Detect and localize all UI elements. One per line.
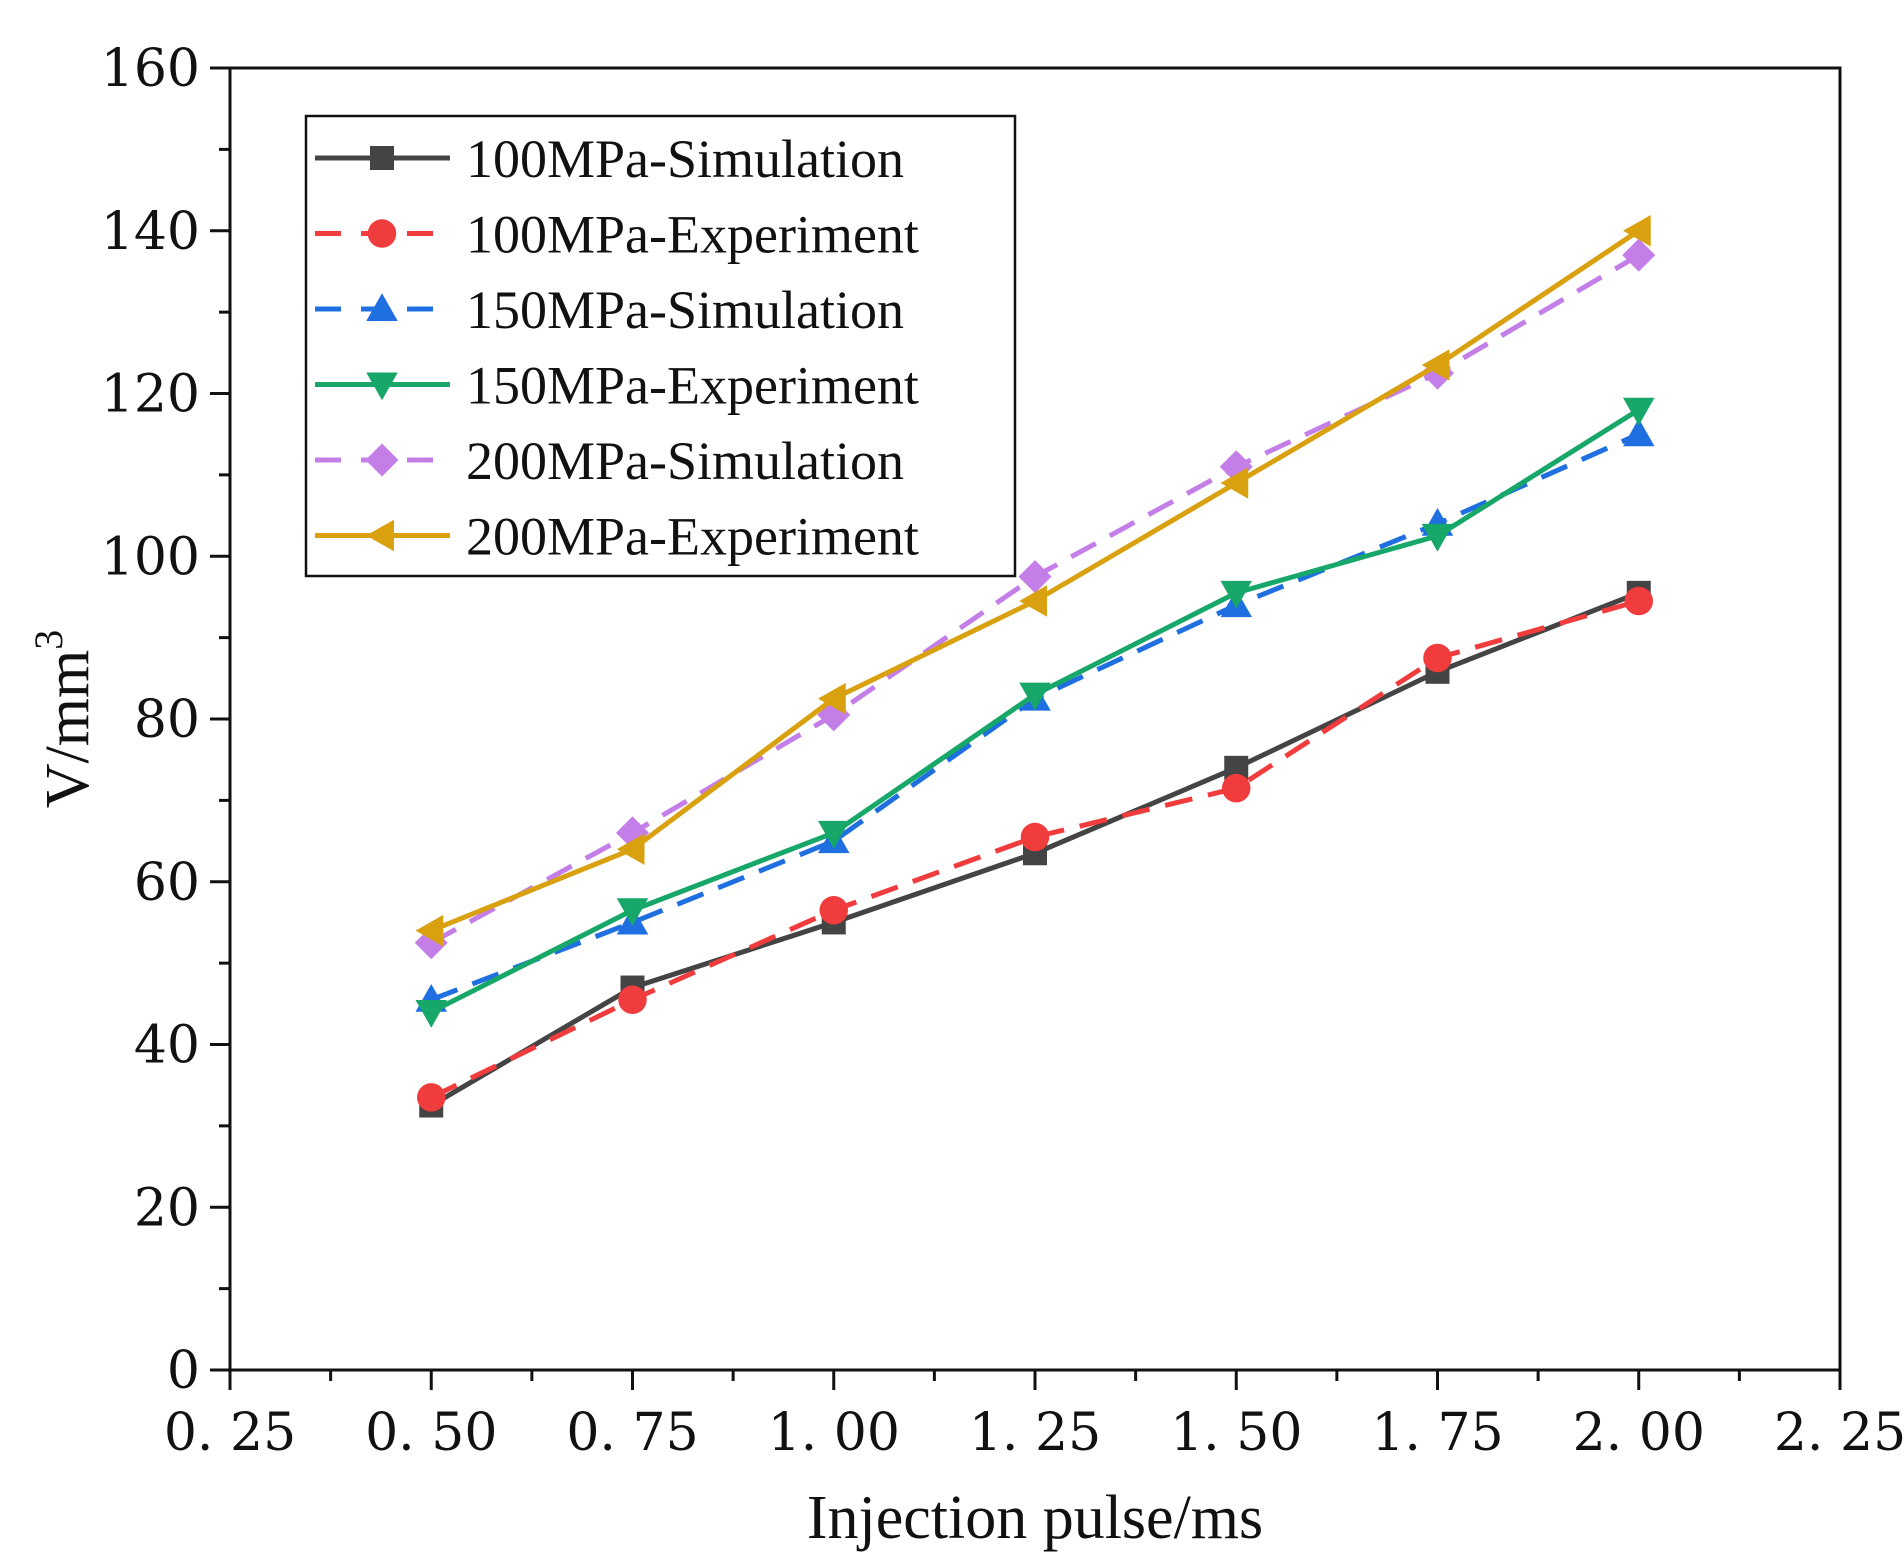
series-150MPa-Experiment (415, 397, 1655, 1028)
legend-marker (366, 519, 394, 552)
x-tick-label: 0. 25 (164, 1403, 296, 1463)
legend-box (304, 114, 1017, 578)
y-tick-label: 0 (167, 1341, 200, 1401)
data-point (1421, 349, 1450, 381)
series-200MPa-Experiment (415, 215, 1651, 947)
data-point (618, 985, 647, 1014)
data-point (417, 1083, 446, 1112)
legend-marker (366, 293, 398, 321)
x-axis-ticks: 0. 25 0. 50 0. 75 1. 00 1. 25 1. 50 1. 75 2. 00… (164, 1370, 1904, 1463)
data-point (1020, 822, 1050, 852)
data-point (1019, 682, 1051, 711)
y-axis-title-superscript: 3 (26, 630, 71, 650)
data-point (1018, 560, 1052, 594)
data-point (1623, 397, 1655, 426)
data-point (1624, 586, 1653, 616)
x-tick-label: 1. 25 (969, 1403, 1101, 1463)
x-tick-label: 0. 50 (365, 1403, 497, 1463)
y-axis-title-main: V/mm (34, 650, 102, 808)
data-point (415, 999, 447, 1028)
data-point (1623, 215, 1651, 247)
x-tick-label: 2. 00 (1573, 1403, 1705, 1463)
y-tick-label: 100 (101, 527, 200, 587)
data-point (1421, 523, 1454, 552)
data-point (1623, 418, 1655, 447)
data-point (616, 833, 645, 865)
legend-marker (365, 443, 399, 477)
x-tick-label: 0. 75 (566, 1403, 698, 1463)
data-point (1220, 467, 1249, 499)
y-tick-label: 140 (101, 202, 200, 262)
data-point (1423, 643, 1452, 673)
y-tick-label: 120 (101, 365, 200, 425)
x-tick-label: 1. 00 (768, 1403, 900, 1463)
legend-label: 150MPa-Experiment (466, 356, 919, 416)
legend-marker (366, 372, 398, 401)
data-point (1222, 773, 1251, 803)
legend-label: 100MPa-Experiment (466, 205, 919, 265)
data-point (616, 898, 649, 926)
legend-label: 200MPa-Experiment (466, 507, 919, 567)
x-tick-label: 1. 75 (1371, 1403, 1503, 1463)
legend-marker (370, 146, 394, 170)
legend-marker (367, 219, 397, 248)
data-point (818, 820, 850, 849)
data-point (818, 682, 846, 715)
x-tick-label: 1. 50 (1170, 1403, 1302, 1463)
series-100MPa-Experiment (417, 586, 1653, 1112)
data-point (415, 914, 444, 947)
x-tick-label: 2. 25 (1774, 1403, 1904, 1463)
legend: 100MPa-Simulation 100MPa-Experiment 150MPa… (304, 114, 1017, 578)
legend-label: 100MPa-Simulation (466, 129, 904, 189)
legend-label: 150MPa-Simulation (466, 280, 904, 340)
y-tick-label: 160 (101, 39, 200, 99)
legend-label: 200MPa-Simulation (466, 431, 904, 491)
data-point (819, 895, 848, 925)
y-axis-title: V/mm3 (26, 630, 102, 808)
series-layer (414, 215, 1656, 1118)
y-tick-label: 80 (134, 690, 200, 750)
y-axis-ticks: 0 20 40 60 80 100 120 140 160 (101, 39, 230, 1401)
data-point (1220, 580, 1252, 609)
data-point (1019, 585, 1047, 617)
y-tick-label: 20 (134, 1178, 200, 1238)
x-axis-title: Injection pulse/ms (807, 1484, 1263, 1552)
y-tick-label: 40 (134, 1016, 200, 1076)
y-tick-label: 60 (134, 853, 200, 913)
data-point (1622, 238, 1656, 272)
